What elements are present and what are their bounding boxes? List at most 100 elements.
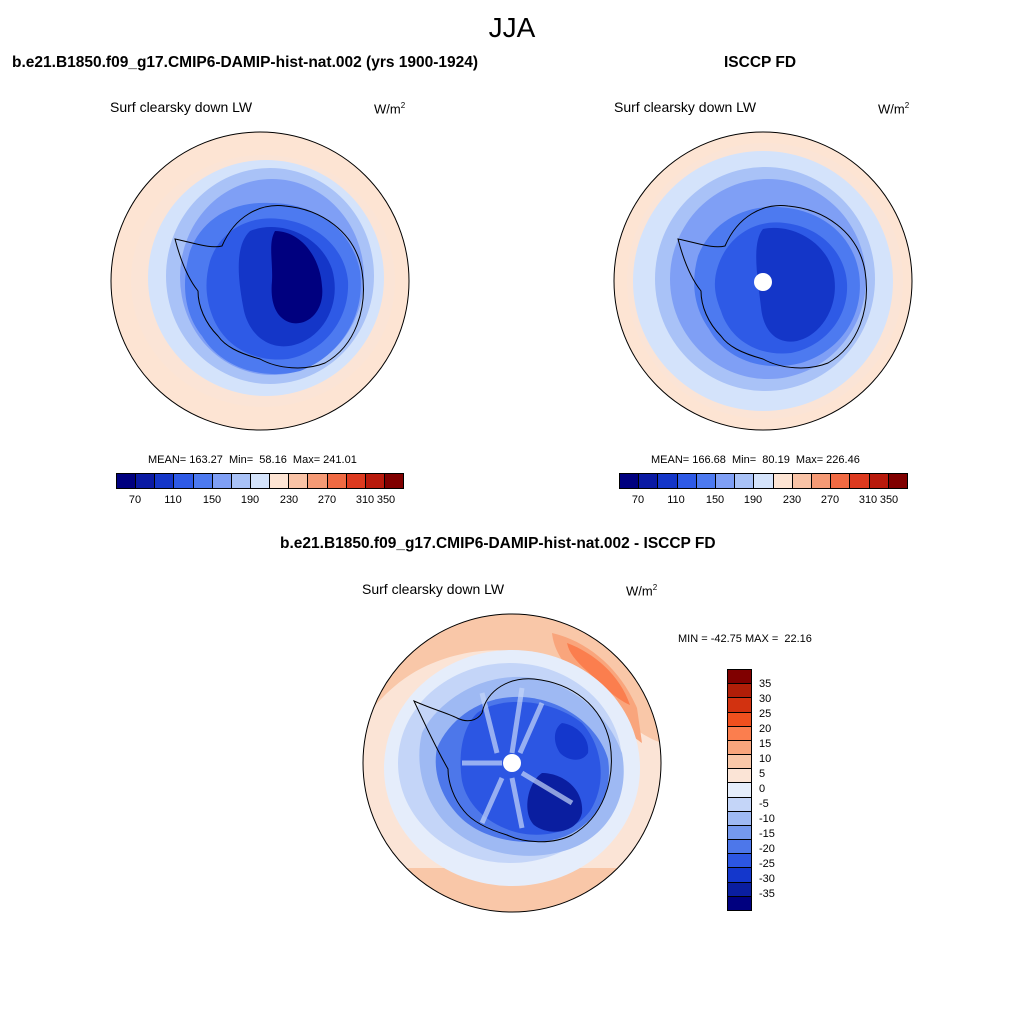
- colorbar-swatch: [677, 474, 697, 488]
- panel-obs-variable: Surf clearsky down LW: [614, 99, 757, 115]
- colorbar-swatch: [728, 882, 751, 897]
- units-base: W/m: [374, 101, 401, 117]
- colorbar-tick-label: 5: [759, 768, 766, 780]
- panel-obs-title: ISCCP FD: [724, 54, 797, 71]
- colorbar-swatch: [212, 474, 232, 488]
- colorbar-swatch: [384, 474, 404, 488]
- panel-model-title: b.e21.B1850.f09_g17.CMIP6-DAMIP-hist-nat…: [12, 54, 479, 71]
- colorbar-swatch: [193, 474, 213, 488]
- units-base: W/m: [626, 583, 653, 599]
- colorbar-tick-label: 190: [240, 494, 260, 506]
- colorbar-swatch: [735, 474, 755, 488]
- colorbar-tick-label: 70: [631, 494, 645, 506]
- panel-obs-colorbar: [619, 473, 908, 489]
- colorbar-tick-label: 150: [705, 494, 725, 506]
- colorbar-swatch: [728, 868, 751, 883]
- colorbar-tick-label: 30: [759, 693, 772, 705]
- colorbar-tick-label: -10: [759, 813, 775, 825]
- colorbar-swatch: [850, 474, 870, 488]
- colorbar-swatch: [174, 474, 194, 488]
- colorbar-tick-label: 230: [782, 494, 802, 506]
- colorbar-swatch: [773, 474, 793, 488]
- colorbar-swatch: [728, 797, 751, 812]
- colorbar-swatch: [117, 474, 137, 488]
- colorbar-swatch: [812, 474, 832, 488]
- panel-obs-units: W/m2: [878, 101, 909, 116]
- panel-model-colorbar-ticks: 70 110 150 190 230 270 310 350: [116, 494, 404, 508]
- panel-diff-units: W/m2: [626, 583, 657, 598]
- colorbar-tick-label: 25: [759, 708, 772, 720]
- colorbar-swatch: [831, 474, 851, 488]
- colorbar-swatch: [728, 670, 751, 685]
- panel-model-stats: MEAN= 163.27 Min= 58.16 Max= 241.01: [148, 454, 357, 466]
- colorbar-swatch: [888, 474, 908, 488]
- colorbar-tick-label: -35: [759, 888, 775, 900]
- units-base: W/m: [878, 101, 905, 117]
- colorbar-tick-label: 310: [355, 494, 375, 506]
- panel-model-units: W/m2: [374, 101, 405, 116]
- colorbar-tick-label: -5: [759, 798, 769, 810]
- colorbar-tick-label: 20: [759, 723, 772, 735]
- colorbar-tick-label: 110: [667, 494, 685, 506]
- colorbar-tick-label: -20: [759, 843, 775, 855]
- colorbar-swatch: [639, 474, 659, 488]
- colorbar-swatch: [289, 474, 309, 488]
- colorbar-swatch: [346, 474, 366, 488]
- colorbar-swatch: [728, 896, 751, 910]
- colorbar-swatch: [250, 474, 271, 488]
- panel-model-colorbar: [116, 473, 404, 489]
- colorbar-swatch: [728, 811, 751, 826]
- colorbar-swatch: [728, 825, 751, 841]
- panel-model-map: [110, 131, 410, 431]
- figure-season-title: JJA: [488, 12, 536, 43]
- colorbar-swatch: [365, 474, 385, 488]
- colorbar-tick-label: 150: [202, 494, 222, 506]
- colorbar-tick-label: -25: [759, 858, 775, 870]
- colorbar-tick-label: 270: [317, 494, 337, 506]
- colorbar-tick-label: 190: [743, 494, 763, 506]
- colorbar-swatch: [728, 854, 751, 869]
- panel-obs-stats: MEAN= 166.68 Min= 80.19 Max= 226.46: [651, 454, 860, 466]
- colorbar-swatch: [620, 474, 640, 488]
- colorbar-swatch: [728, 755, 751, 770]
- units-exponent: 2: [400, 101, 406, 110]
- colorbar-swatch: [728, 769, 751, 784]
- units-exponent: 2: [904, 101, 910, 110]
- panel-diff-colorbar: [727, 669, 752, 911]
- colorbar-swatch: [754, 474, 774, 488]
- colorbar-swatch: [728, 684, 751, 699]
- colorbar-swatch: [136, 474, 156, 488]
- colorbar-swatch: [327, 474, 347, 488]
- colorbar-swatch: [728, 712, 751, 727]
- panel-diff-title: b.e21.B1850.f09_g17.CMIP6-DAMIP-hist-nat…: [280, 535, 716, 552]
- colorbar-tick-label: -15: [759, 828, 775, 840]
- colorbar-tick-label: 70: [128, 494, 142, 506]
- colorbar-tick-label: 110: [164, 494, 182, 506]
- panel-obs-colorbar-ticks: 70 110 150 190 230 270 310 350: [619, 494, 908, 508]
- colorbar-tick-label: -30: [759, 873, 775, 885]
- colorbar-swatch: [728, 726, 751, 741]
- panel-diff-map: [362, 613, 662, 913]
- colorbar-tick-label: 35: [759, 678, 772, 690]
- colorbar-swatch: [728, 840, 751, 855]
- colorbar-tick-label: 270: [820, 494, 840, 506]
- colorbar-swatch: [308, 474, 328, 488]
- units-exponent: 2: [652, 583, 658, 592]
- panel-diff-stats: MIN = -42.75 MAX = 22.16: [678, 633, 812, 645]
- colorbar-tick-label: 350: [376, 494, 396, 506]
- colorbar-swatch: [792, 474, 813, 488]
- colorbar-swatch: [155, 474, 175, 488]
- colorbar-swatch: [658, 474, 678, 488]
- panel-obs-map: [613, 131, 913, 431]
- colorbar-tick-label: 350: [879, 494, 899, 506]
- colorbar-swatch: [270, 474, 290, 488]
- colorbar-swatch: [869, 474, 889, 488]
- colorbar-swatch: [728, 783, 751, 798]
- colorbar-tick-label: 310: [858, 494, 878, 506]
- panel-diff-colorbar-ticks: 35 30 25 20 15 10 5 0 -5 -10 -15 -20 -25…: [759, 669, 799, 911]
- colorbar-tick-label: 10: [759, 753, 772, 765]
- colorbar-tick-label: 0: [759, 783, 766, 795]
- panel-model-variable: Surf clearsky down LW: [110, 99, 253, 115]
- colorbar-tick-label: 230: [279, 494, 299, 506]
- colorbar-tick-label: 15: [759, 738, 772, 750]
